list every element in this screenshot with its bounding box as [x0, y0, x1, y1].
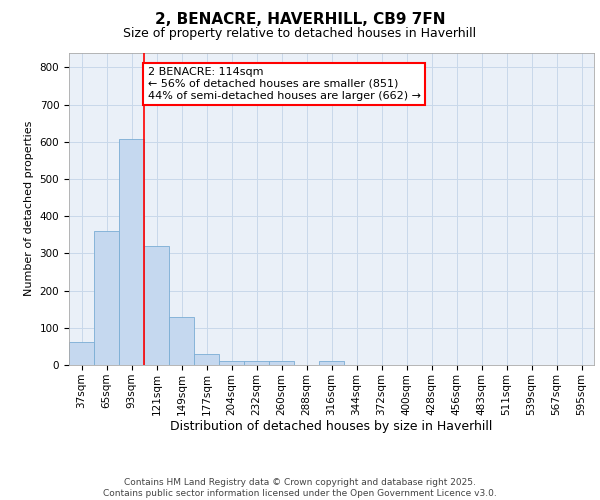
Bar: [69, 342, 94, 365]
Bar: [144, 246, 169, 365]
Bar: [319, 362, 344, 365]
X-axis label: Distribution of detached houses by size in Haverhill: Distribution of detached houses by size …: [170, 420, 493, 434]
Bar: [244, 362, 269, 365]
Bar: [119, 139, 144, 365]
Text: 2 BENACRE: 114sqm
← 56% of detached houses are smaller (851)
44% of semi-detache: 2 BENACRE: 114sqm ← 56% of detached hous…: [148, 68, 421, 100]
Bar: [94, 231, 119, 365]
Bar: [269, 362, 294, 365]
Bar: [169, 316, 194, 365]
Bar: [219, 362, 244, 365]
Text: 2, BENACRE, HAVERHILL, CB9 7FN: 2, BENACRE, HAVERHILL, CB9 7FN: [155, 12, 445, 28]
Bar: [194, 354, 219, 365]
Text: Size of property relative to detached houses in Haverhill: Size of property relative to detached ho…: [124, 28, 476, 40]
Text: Contains HM Land Registry data © Crown copyright and database right 2025.
Contai: Contains HM Land Registry data © Crown c…: [103, 478, 497, 498]
Y-axis label: Number of detached properties: Number of detached properties: [24, 121, 34, 296]
